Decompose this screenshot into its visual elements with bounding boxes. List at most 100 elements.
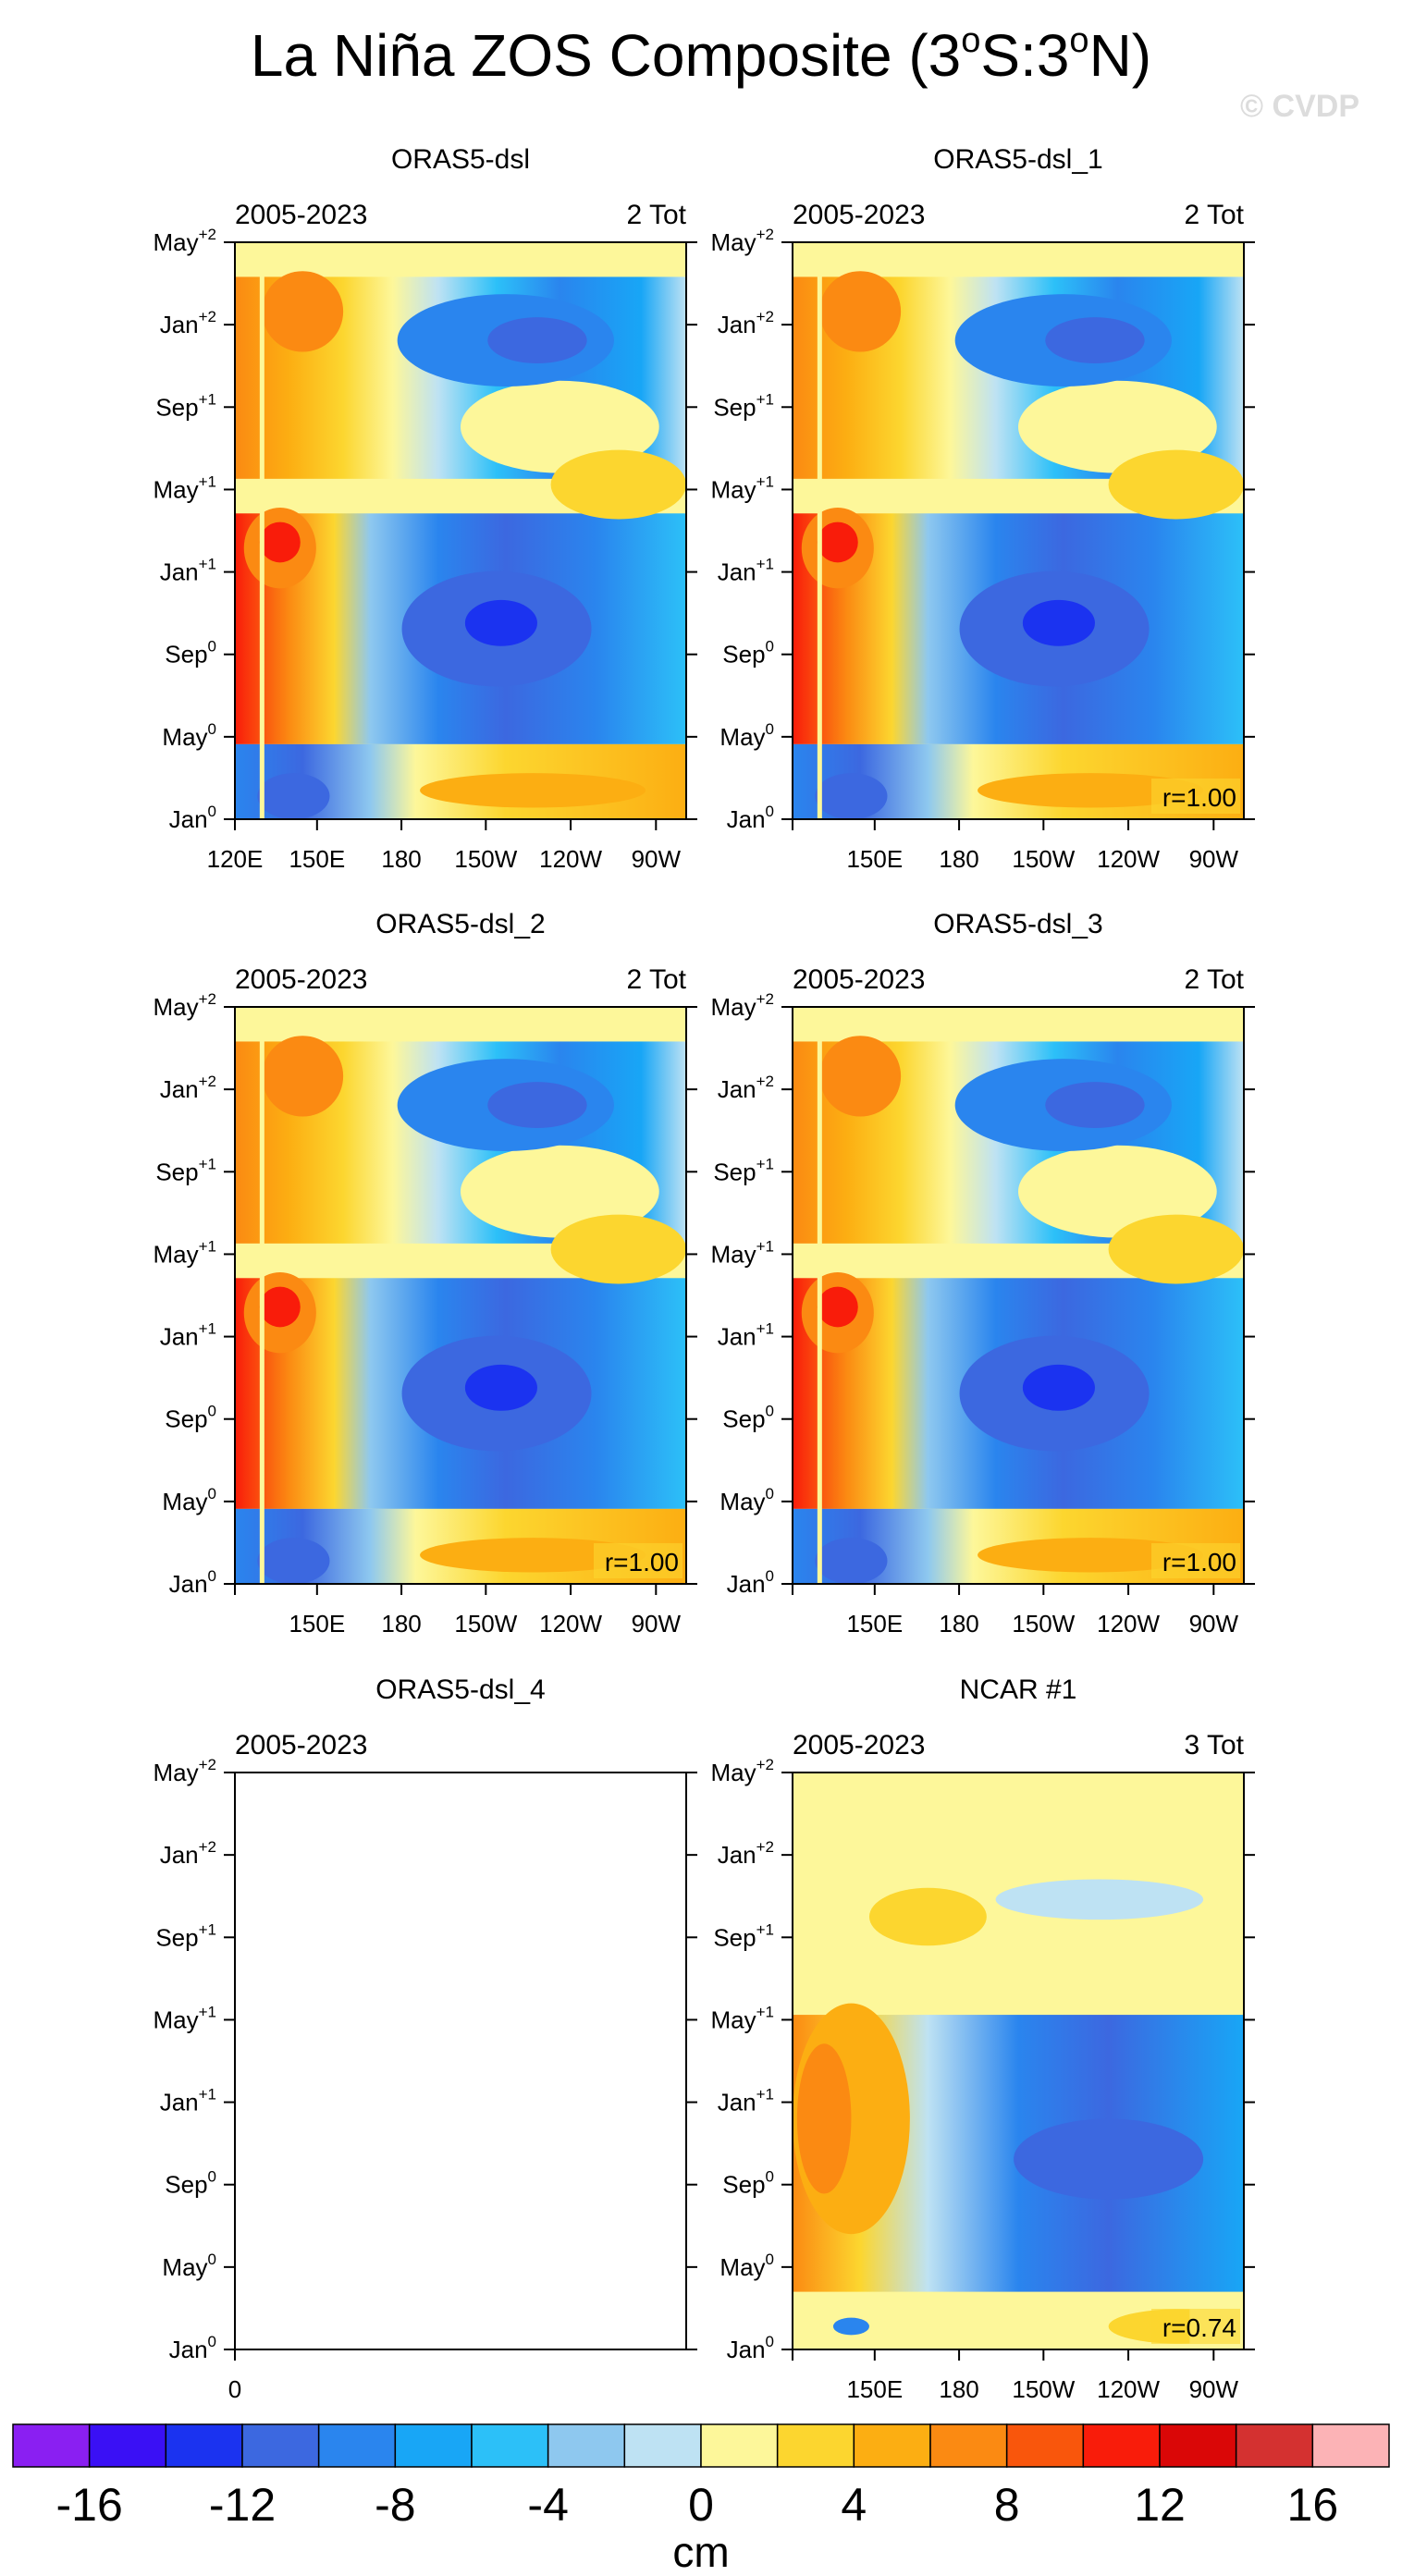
y-tick-label: Jan0 xyxy=(727,1567,774,1598)
panel-count: 2 Tot xyxy=(1185,964,1245,995)
x-tick-label: 150W xyxy=(1012,1610,1075,1638)
colorbar-label: 4 xyxy=(841,2479,867,2531)
contour-fill xyxy=(464,599,537,646)
correlation-label: r=0.74 xyxy=(1162,2313,1236,2342)
contour-fill xyxy=(420,1538,646,1573)
contour-fill xyxy=(1108,449,1244,520)
panel-years: 2005-2023 xyxy=(793,1730,925,1760)
contour-fill xyxy=(259,1286,301,1328)
panel: ORAS5-dsl_4 2005-2023 Jan0 May0 Sep0 Jan+1 May… xyxy=(153,1674,697,2403)
x-tick-label: 150W xyxy=(454,845,517,873)
contour-fill xyxy=(1045,1082,1145,1129)
y-tick-label: Jan+1 xyxy=(160,2086,216,2116)
y-tick-label: Jan0 xyxy=(169,2333,216,2363)
field-streak xyxy=(817,242,822,819)
contour-fill xyxy=(257,773,330,819)
x-tick-label: 120W xyxy=(539,1610,602,1638)
y-tick-label: May+2 xyxy=(710,1756,774,1786)
panel-title: ORAS5-dsl_1 xyxy=(933,144,1102,175)
y-tick-label: Jan+1 xyxy=(718,1320,774,1351)
panel-frame xyxy=(234,241,687,820)
correlation-box xyxy=(1151,779,1240,814)
y-tick-label: May+2 xyxy=(153,226,216,256)
contour-fill xyxy=(464,1364,537,1411)
contour-fill xyxy=(995,1879,1204,1920)
colorbar-swatch xyxy=(471,2423,549,2468)
y-tick-label: Jan+1 xyxy=(718,2086,774,2116)
contour-fill xyxy=(420,773,646,808)
contour-fill xyxy=(817,1286,858,1328)
contour-fill xyxy=(817,521,858,563)
colorbar-swatch xyxy=(929,2423,1008,2468)
x-tick-label: 150E xyxy=(846,845,903,873)
panel-count: 2 Tot xyxy=(1185,200,1245,230)
contour-field xyxy=(235,1007,686,1584)
panel-years: 2005-2023 xyxy=(235,964,367,995)
panel-title: NCAR #1 xyxy=(960,1674,1077,1705)
colorbar-label: -16 xyxy=(56,2479,123,2531)
colorbar-swatch xyxy=(700,2423,779,2468)
panel-frame xyxy=(234,1772,687,2350)
contour-fill xyxy=(550,449,686,520)
colorbar-label: -4 xyxy=(527,2479,568,2531)
colorbar-swatch xyxy=(241,2423,320,2468)
contour-fill xyxy=(1022,599,1095,646)
colorbar-swatch xyxy=(853,2423,931,2468)
x-tick-label: 150E xyxy=(289,845,345,873)
x-tick-label: 150W xyxy=(454,1610,517,1638)
y-tick-label: Jan+2 xyxy=(160,1073,216,1103)
contour-fill xyxy=(262,271,344,352)
contour-fill xyxy=(1018,380,1217,473)
correlation-label: r=1.00 xyxy=(1162,783,1236,812)
field-streak xyxy=(259,242,264,819)
colorbar-label: 16 xyxy=(1287,2479,1339,2531)
y-tick-label: May0 xyxy=(719,1485,774,1515)
watermark: © CVDP xyxy=(1240,89,1359,124)
y-tick-label: May+2 xyxy=(710,990,774,1021)
y-tick-label: Sep+1 xyxy=(155,390,216,421)
contour-fill xyxy=(487,317,587,364)
panel: ORAS5-dsl_1 2005-2023 2 Tot Jan0 May0 Sep0 Jan… xyxy=(710,144,1255,873)
contour-fill xyxy=(550,1214,686,1284)
contour-fill xyxy=(815,1538,888,1584)
x-tick-label: 120W xyxy=(1097,1610,1160,1638)
y-tick-label: Jan0 xyxy=(727,2333,774,2363)
y-tick-label: Sep0 xyxy=(165,1403,216,1433)
panel-title: ORAS5-dsl_2 xyxy=(375,909,545,939)
y-tick-label: May+2 xyxy=(710,226,774,256)
x-tick-label: 150E xyxy=(846,2375,903,2403)
y-tick-label: May+2 xyxy=(153,1756,216,1786)
contour-fill xyxy=(257,1538,330,1584)
colorbar-swatch xyxy=(1005,2423,1085,2468)
panel-count: 2 Tot xyxy=(627,200,687,230)
y-tick-label: May+1 xyxy=(710,1237,774,1268)
y-tick-label: Jan+2 xyxy=(160,1838,216,1869)
field-streak xyxy=(817,1007,822,1584)
y-tick-label: May0 xyxy=(162,2251,216,2281)
colorbar-swatch xyxy=(1082,2423,1161,2468)
x-tick-label: 90W xyxy=(1189,1610,1239,1638)
contour-field xyxy=(793,1773,1244,2349)
y-tick-label: May0 xyxy=(719,2251,774,2281)
x-tick-label: 90W xyxy=(1189,845,1239,873)
y-tick-label: May+1 xyxy=(153,2003,216,2033)
colorbar-swatch xyxy=(88,2423,167,2468)
y-tick-label: Jan+2 xyxy=(160,308,216,338)
panel-years: 2005-2023 xyxy=(235,200,367,230)
y-tick-label: Sep+1 xyxy=(713,1155,774,1185)
contour-fill xyxy=(815,773,888,819)
y-tick-label: May0 xyxy=(162,1485,216,1515)
panel-frame xyxy=(792,241,1245,820)
correlation-label: r=1.00 xyxy=(1162,1548,1236,1576)
colorbar-swatch xyxy=(623,2423,702,2468)
panel: ORAS5-dsl_3 2005-2023 2 Tot Jan0 May0 Sep0 Jan… xyxy=(710,909,1255,1638)
colorbar-swatch xyxy=(317,2423,397,2468)
contour-fill xyxy=(819,271,902,352)
panel-frame xyxy=(792,1006,1245,1585)
contour-field xyxy=(793,1007,1244,1584)
panel-years: 2005-2023 xyxy=(793,964,925,995)
x-tick-label: 120E xyxy=(207,845,264,873)
contour-fill xyxy=(1108,1214,1244,1284)
y-tick-label: Jan+1 xyxy=(160,556,216,586)
contour-fill xyxy=(868,1887,987,1946)
